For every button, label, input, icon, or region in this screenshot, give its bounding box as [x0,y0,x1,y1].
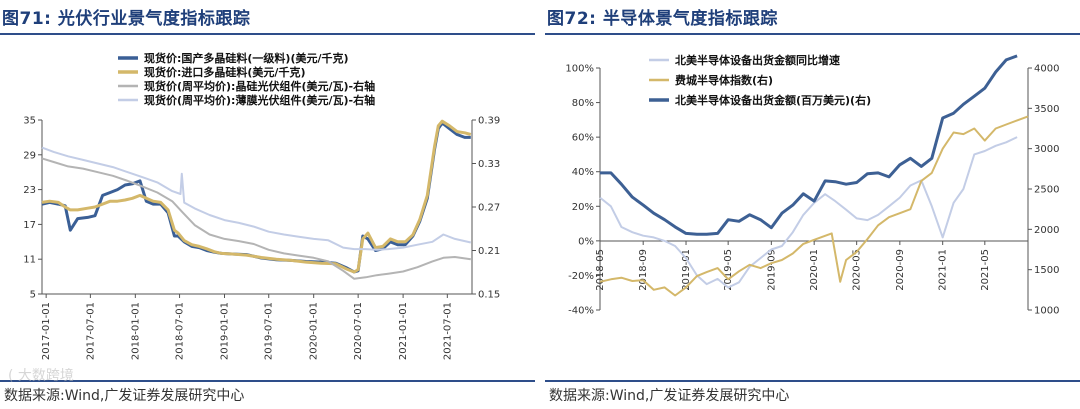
y-right-tick-label: 0.15 [478,290,500,301]
y-right-tick-label: 3500 [1034,104,1059,115]
y-left-tick-label: 35 [23,116,36,127]
x-tick-label: 2020-09 [895,249,906,291]
right-source-note: 数据来源:Wind,广发证券发展研究中心 [549,388,790,404]
x-tick-label: 2020-01 [809,249,820,291]
series-line-2 [600,54,1018,236]
x-tick-label: 2018-07-01 [175,302,186,360]
y-right-tick-label: 0.21 [478,246,500,257]
right-figure-title: 图72: 半导体景气度指标跟踪 [547,4,778,29]
x-tick-label: 2020-05 [852,249,863,291]
y-left-tick-label: 11 [23,255,36,266]
y-left-tick-label: -20% [568,271,594,282]
y-right-tick-label: 0.27 [478,203,500,214]
left-figure-number: 图71: [2,9,52,29]
left-top-rule [0,33,535,35]
y-right-tick-label: 1500 [1034,265,1059,276]
x-tick-label: 2019-01-01 [220,302,231,360]
series-line-1 [599,115,1029,297]
series-line-0 [41,121,471,274]
left-figure-title: 图71: 光伏行业景气度指标跟踪 [2,4,250,29]
x-tick-label: 2017-07-01 [85,302,96,360]
right-top-rule [545,33,1080,35]
left-source-note: 数据来源:Wind,广发证券发展研究中心 [4,388,245,404]
legend-label-3: 现货价(周平均价):薄膜光伏组件(美元/瓦)-右轴 [144,93,375,107]
x-tick-label: 2019-09 [766,249,777,291]
x-tick-label: 2019-01 [681,249,692,291]
series-line-0 [599,136,1018,289]
y-left-tick-label: 17 [23,220,36,231]
left-bottom-rule [0,380,535,382]
x-tick-label: 2018-01-01 [130,302,141,360]
y-right-tick-label: 0.33 [478,159,500,170]
y-left-tick-label: 80% [572,98,594,109]
x-tick-label: 2021-01 [938,249,949,291]
legend-label-2: 现货价(周平均价):晶硅光伏组件(美元/瓦)-右轴 [144,79,375,93]
y-right-tick-label: 0.39 [478,116,500,127]
x-tick-label: 2018-09 [638,249,649,291]
series-line-3 [41,146,472,251]
right-figure-title-text: 半导体景气度指标跟踪 [602,9,778,29]
right-bottom-rule [545,380,1080,382]
series-line-2 [41,157,471,280]
y-right-tick-label: 2500 [1034,185,1059,196]
legend-label-0: 北美半导体设备出货金额同比增速 [675,53,840,67]
right-figure-number: 图72: [547,9,597,29]
y-left-tick-label: 0% [578,236,594,247]
y-left-tick-label: 5 [30,290,36,301]
y-left-tick-label: 60% [572,133,594,144]
legend-label-1: 费城半导体指数(右) [675,73,773,87]
left-chart: 35 29 23 17 11 5 0.39 0.33 0.27 0.21 0.15 2017-01-0… [23,51,500,360]
y-left-tick-label: 23 [23,185,36,196]
legend-label-0: 现货价:国产多晶硅料(一级料)(美元/千克) [144,51,349,65]
y-left-tick-label: -40% [568,306,594,317]
x-tick-label: 2019-05 [723,249,734,291]
watermark-logo: ( 大数跨境 [8,368,74,384]
right-chart: 100% 80% 60% 40% 20% 0% -20% -40% 4000 3500 3000 25… [565,53,1059,317]
x-tick-label: 2019-07-01 [264,302,275,360]
legend-label-2: 北美半导体设备出货金额(百万美元)(右) [675,93,871,107]
right-chart-panel: 图72: 半导体景气度指标跟踪 100% 80% 60% 40% 20% 0% -20% -4… [545,0,1080,409]
y-left-tick-label: 29 [23,150,36,161]
x-tick-label: 2018-05 [595,249,606,291]
y-left-tick-label: 100% [565,64,594,75]
y-left-tick-label: 20% [572,202,594,213]
y-left-tick-label: 40% [572,167,594,178]
x-tick-label: 2021-01-01 [398,302,409,360]
x-tick-label: 2021-07-01 [442,302,453,360]
x-tick-label: 2017-01-01 [41,302,52,360]
x-tick-label: 2021-05 [980,249,991,291]
y-right-tick-label: 1000 [1034,306,1059,317]
x-tick-label: 2020-07-01 [353,302,364,360]
y-right-tick-label: 2000 [1034,225,1059,236]
y-right-tick-label: 4000 [1034,64,1059,75]
legend-label-1: 现货价:进口多晶硅料(美元/千克) [144,65,305,79]
x-tick-label: 2020-01-01 [309,302,320,360]
series-line-1 [41,119,472,274]
left-figure-title-text: 光伏行业景气度指标跟踪 [57,9,251,29]
left-chart-panel: 图71: 光伏行业景气度指标跟踪 35 29 23 17 11 5 0.39 0.33 0.27… [0,0,535,409]
y-right-tick-label: 3000 [1034,144,1059,155]
